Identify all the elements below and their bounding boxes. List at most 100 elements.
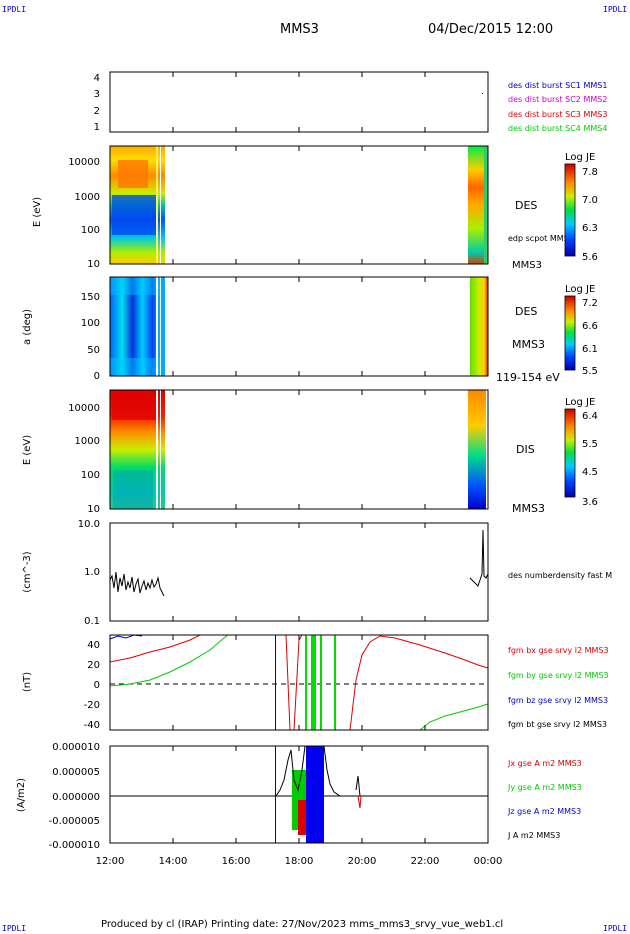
x-tick-1800: 18:00 (285, 856, 314, 867)
des-p-energy-range: 119-154 eV (496, 371, 560, 384)
des-p-cbar-title: Log JE (565, 284, 595, 295)
des-e-colorbar (564, 163, 576, 257)
des-e-tick-1000: 1000 (75, 192, 100, 203)
des-e-tick-100: 100 (81, 225, 100, 236)
current-j-trace (275, 745, 341, 797)
density-tick-1: 1.0 (84, 567, 100, 578)
des-p-tick-100: 100 (81, 318, 100, 329)
current-ylabel: (A/m2) (16, 778, 27, 812)
legend-fgm-bt: fgm bt gse srvy l2 MMS3 (508, 720, 607, 729)
burst-tick-3: 3 (94, 89, 100, 100)
burst-tick-2: 2 (94, 106, 100, 117)
panel-density: 10.0 1.0 0.1 (cm^-3) des numberdensity f… (22, 519, 612, 627)
des-e-cbar-tick-1: 7.0 (582, 195, 598, 206)
des-e-tick-10000: 10000 (68, 157, 100, 168)
x-tick-1600: 16:00 (222, 856, 251, 867)
dis-e-cbar-tick-0: 6.4 (582, 411, 598, 422)
legend-current-j: J A m2 MMS3 (507, 831, 560, 840)
x-tick-0000: 00:00 (474, 856, 503, 867)
x-tick-1400: 14:00 (159, 856, 188, 867)
fgm-tick-40: 40 (87, 640, 100, 651)
panel-des-energy: 10000 1000 100 10 E (eV) DES edp scpot M… (32, 145, 598, 271)
des-e-cbar-title: Log JE (565, 152, 595, 163)
dis-e-spacecraft: MMS3 (512, 502, 545, 515)
stack-plot: 4 3 2 1 des dist burst SC1 MMS1 des dist… (16, 71, 612, 867)
footer-logo-right: IPDLI (603, 924, 628, 933)
des-energy-block-b (468, 146, 484, 264)
des-p-label: DES (515, 305, 537, 318)
panel-current: 0.000010 0.000005 0.000000 -0.000005 -0.… (16, 742, 582, 851)
fgm-tick-neg20: -20 (84, 700, 100, 711)
legend-fgm-by: fgm by gse srvy l2 MMS3 (508, 671, 609, 680)
panel-fgm: 40 20 0 -20 -40 (nT) fgm bx gse srvy l2 … (22, 634, 609, 731)
dis-e-tick-10: 10 (87, 504, 100, 515)
datetime-title: 04/Dec/2015 12:00 (428, 22, 554, 37)
legend-current-jy: Jy gse A m2 MMS3 (507, 783, 582, 792)
legend-burst-mms3: des dist burst SC3 MMS3 (508, 110, 607, 119)
fgm-by-trace-b (419, 703, 489, 731)
density-trace-a (109, 571, 165, 597)
legend-burst-mms2: des dist burst SC2 MMS2 (508, 95, 607, 104)
current-tick-2: 0.000000 (52, 792, 100, 803)
spacecraft-title: MMS3 (280, 22, 319, 37)
dis-e-tick-1000: 1000 (75, 436, 100, 447)
dis-e-ylabel: E (eV) (22, 435, 33, 465)
fgm-by-trace (109, 634, 229, 687)
current-tick-4: -0.000010 (49, 840, 100, 851)
fgm-bz-trace (109, 634, 143, 640)
corner-logo-left: IPDLI (2, 5, 27, 14)
current-tick-0: 0.000010 (52, 742, 100, 753)
des-pitch-block-a (110, 277, 160, 376)
des-e-tick-10: 10 (87, 259, 100, 270)
des-e-sublabel: edp scpot MMS3 (508, 234, 574, 243)
fgm-bx-trace-c (349, 635, 489, 731)
fgm-tick-20: 20 (87, 660, 100, 671)
footer-logo-left: IPDLI (2, 924, 27, 933)
des-p-spacecraft: MMS3 (512, 338, 545, 351)
dis-e-cbar-tick-2: 4.5 (582, 467, 598, 478)
current-jz-burst (306, 746, 324, 843)
x-tick-2200: 22:00 (411, 856, 440, 867)
des-pitch-block-b (470, 277, 488, 376)
burst-tick-1: 1 (94, 122, 100, 133)
dis-e-tick-100: 100 (81, 470, 100, 481)
panel-dis-energy: 10000 1000 100 10 E (eV) DIS MMS3 Log JE… (22, 389, 598, 515)
legend-fgm-bz: fgm bz gse srvy l2 MMS3 (508, 696, 608, 705)
fgm-bx-trace-b (285, 634, 303, 731)
density-ylabel: (cm^-3) (22, 551, 33, 592)
legend-fgm-bx: fgm bx gse srvy l2 MMS3 (508, 646, 609, 655)
des-p-ylabel: a (deg) (22, 309, 33, 345)
fgm-tick-0: 0 (94, 680, 100, 691)
dis-e-cbar-title: Log JE (565, 397, 595, 408)
current-jx-burst (298, 800, 306, 835)
density-tick-0-1: 0.1 (84, 616, 100, 627)
des-p-cbar-tick-2: 6.1 (582, 344, 598, 355)
des-e-label: DES (515, 199, 537, 212)
des-p-cbar-tick-0: 7.2 (582, 298, 598, 309)
des-p-tick-0: 0 (94, 371, 100, 382)
dis-e-tick-10000: 10000 (68, 403, 100, 414)
fgm-bx-trace (109, 634, 201, 663)
current-tick-3: -0.000005 (49, 816, 100, 827)
panel-des-pitch: 150 100 50 0 a (deg) DES MMS3 119-154 eV… (22, 276, 598, 384)
density-tick-10: 10.0 (78, 519, 100, 530)
des-p-cbar-tick-1: 6.6 (582, 321, 598, 332)
dis-energy-block-b (468, 390, 486, 509)
legend-burst-mms4: des dist burst SC4 MMS4 (508, 124, 607, 133)
density-trace-b (469, 529, 489, 587)
footer-credit: Produced by cl (IRAP) Printing date: 27/… (101, 919, 504, 930)
dis-e-cbar-tick-3: 3.6 (582, 497, 598, 508)
des-e-cbar-tick-3: 5.6 (582, 252, 598, 263)
corner-logo-right: IPDLI (603, 5, 628, 14)
des-e-cbar-tick-0: 7.8 (582, 167, 598, 178)
panel-burst: 4 3 2 1 des dist burst SC1 MMS1 des dist… (94, 71, 607, 133)
fgm-tick-neg40: -40 (84, 720, 100, 731)
legend-current-jz: Jz gse A m2 MMS3 (507, 807, 581, 816)
des-p-tick-150: 150 (81, 292, 100, 303)
dis-e-label: DIS (516, 443, 535, 456)
des-p-colorbar (564, 295, 576, 371)
x-tick-1200: 12:00 (96, 856, 125, 867)
des-p-cbar-tick-3: 5.5 (582, 366, 598, 377)
legend-density: des numberdensity fast M (508, 571, 612, 580)
des-e-ylabel: E (eV) (32, 197, 43, 227)
